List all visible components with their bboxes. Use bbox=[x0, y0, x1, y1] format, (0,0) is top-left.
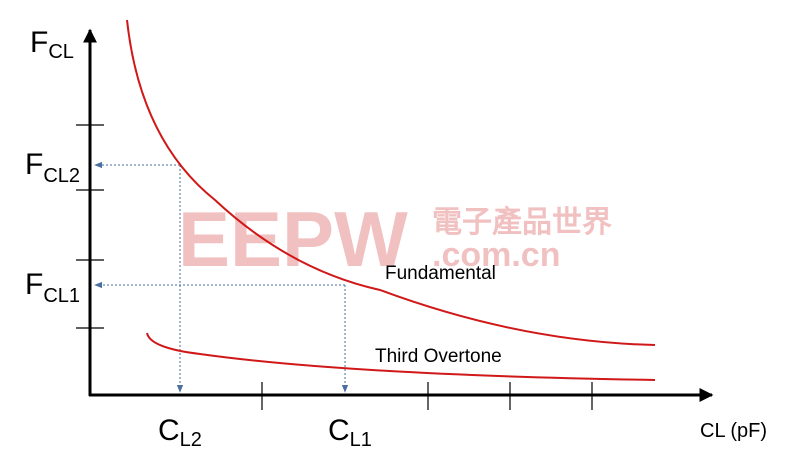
label-part: CL1 bbox=[43, 285, 80, 307]
label-part: C bbox=[328, 414, 350, 447]
overtone-curve bbox=[146, 332, 656, 381]
label-part: C bbox=[158, 414, 180, 447]
label-part: F bbox=[25, 268, 43, 301]
guides bbox=[94, 161, 349, 393]
label-part: CL2 bbox=[43, 165, 80, 187]
watermark-logo: EEPW bbox=[178, 195, 408, 283]
x-axis-label: CL (pF) bbox=[700, 420, 767, 442]
curve-label: Fundamental bbox=[385, 263, 496, 284]
fundamental-curve bbox=[126, 19, 656, 346]
y-mark-label: FCL1 bbox=[25, 268, 80, 307]
label-part: L2 bbox=[180, 429, 202, 451]
y-axis-label: FCL bbox=[30, 26, 74, 63]
label-part: CL bbox=[48, 41, 74, 63]
y-mark-label: FCL2 bbox=[25, 148, 80, 187]
x-mark-label: CL2 bbox=[158, 414, 202, 451]
watermark: EEPW 電子產品世界 .com.cn bbox=[178, 195, 612, 283]
label-part: F bbox=[25, 148, 43, 181]
x-mark-label: CL1 bbox=[328, 414, 372, 451]
watermark-chinese: 電子產品世界 bbox=[432, 205, 612, 239]
curve-label: Third Overtone bbox=[375, 346, 502, 367]
watermark-domain: .com.cn bbox=[432, 236, 560, 274]
label-part: L1 bbox=[350, 429, 372, 451]
ticks bbox=[76, 124, 593, 410]
label-part: F bbox=[30, 26, 48, 59]
